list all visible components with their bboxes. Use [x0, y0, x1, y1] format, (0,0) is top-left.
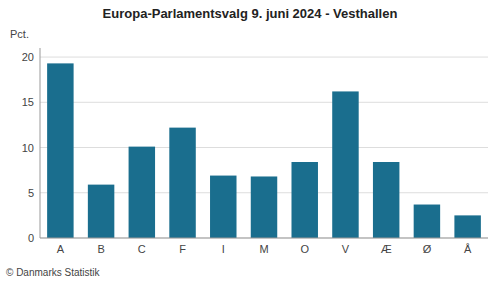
x-tick-label: I — [222, 243, 225, 255]
chart-svg: Europa-Parlamentsvalg 9. juni 2024 - Ves… — [0, 0, 500, 282]
y-tick-label: 0 — [28, 232, 34, 244]
bars — [47, 63, 481, 238]
grid — [40, 57, 488, 238]
y-tick-label: 5 — [28, 187, 34, 199]
x-tick-label: M — [259, 243, 268, 255]
bar — [291, 162, 317, 238]
bar — [414, 205, 440, 238]
footer: © Danmarks Statistik — [6, 267, 101, 278]
grid-line — [40, 238, 488, 239]
bar — [47, 63, 73, 238]
bar — [332, 91, 358, 238]
y-tick-label: 10 — [22, 142, 34, 154]
bar — [169, 128, 195, 238]
grid-line — [40, 57, 488, 58]
bar — [454, 215, 480, 238]
x-tick-label: F — [179, 243, 186, 255]
x-tick-label: V — [342, 243, 350, 255]
x-tick-label: O — [300, 243, 309, 255]
x-tick-label: A — [57, 243, 65, 255]
y-tick-label: 20 — [22, 51, 34, 63]
y-axis-line — [40, 48, 41, 238]
x-tick-label: Ø — [423, 243, 432, 255]
bar — [88, 185, 114, 238]
bar — [373, 162, 399, 238]
y-axis-label: Pct. — [10, 28, 29, 40]
x-tick-label: B — [97, 243, 104, 255]
x-tick-label: C — [138, 243, 146, 255]
x-tick-label: Å — [464, 243, 472, 255]
grid-line — [40, 147, 488, 148]
grid-line — [40, 102, 488, 103]
x-tick-label: Æ — [381, 243, 392, 255]
bar — [251, 176, 277, 238]
bar — [129, 147, 155, 238]
x-axis-line — [40, 238, 488, 239]
y-tick-label: 15 — [22, 96, 34, 108]
bar — [210, 176, 236, 238]
title: Europa-Parlamentsvalg 9. juni 2024 - Ves… — [103, 6, 398, 21]
chart-container: Europa-Parlamentsvalg 9. juni 2024 - Ves… — [0, 0, 500, 282]
